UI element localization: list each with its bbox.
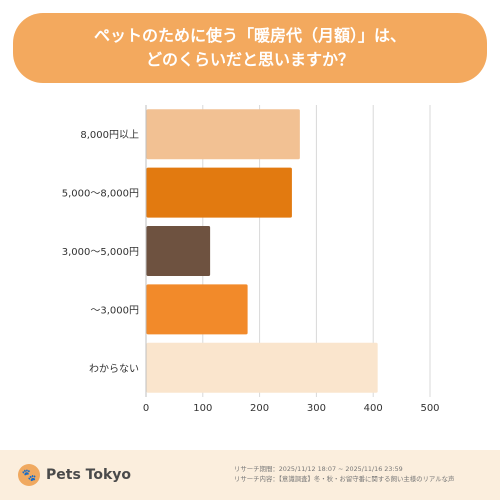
x-tick-label: 0 — [143, 403, 149, 414]
category-label: わからない — [89, 363, 139, 375]
survey-period: リサーチ期間：2025/11/12 18:07 ~ 2025/11/16 23:… — [234, 465, 403, 473]
category-label: 5,000〜8,000円 — [62, 189, 139, 200]
category-label: 8,000円以上 — [80, 129, 139, 141]
category-label: 3,000〜5,000円 — [62, 247, 139, 258]
bar — [146, 226, 211, 276]
bar — [146, 167, 292, 218]
survey-content: リサーチ内容：【意識調査】冬・秋・お留守番に関する飼い主様のリアルな声 — [234, 475, 455, 483]
title-line-2: どのくらいだと思いますか？ — [145, 50, 354, 69]
bar — [146, 109, 300, 160]
x-tick-label: 500 — [420, 403, 439, 414]
x-tick-label: 400 — [364, 403, 383, 414]
title-banner: ペットのために使う「暖房代（月額）」は、 どのくらいだと思いますか？ — [13, 13, 487, 83]
bar — [146, 284, 248, 335]
x-tick-label: 100 — [193, 403, 212, 414]
paw-icon: 🐾 — [18, 464, 40, 486]
bar — [146, 342, 378, 393]
title-line-1: ペットのために使う「暖房代（月額）」は、 — [93, 26, 406, 45]
brand-name: Pets Tokyo — [46, 467, 132, 483]
x-tick-label: 200 — [250, 403, 269, 414]
survey-notes: リサーチ期間：2025/11/12 18:07 ~ 2025/11/16 23:… — [234, 464, 494, 484]
chart-title: ペットのために使う「暖房代（月額）」は、 どのくらいだと思いますか？ — [30, 24, 470, 72]
x-tick-label: 300 — [307, 403, 326, 414]
brand-logo: 🐾 Pets Tokyo — [18, 464, 131, 486]
footer: 🐾 Pets Tokyo リサーチ期間：2025/11/12 18:07 ~ 2… — [0, 450, 500, 500]
category-label: 〜3,000円 — [90, 305, 139, 316]
bar-chart: 0 100 200 300 400 500 8,000円以上 5,000〜8,000円 3,00… — [62, 105, 440, 414]
